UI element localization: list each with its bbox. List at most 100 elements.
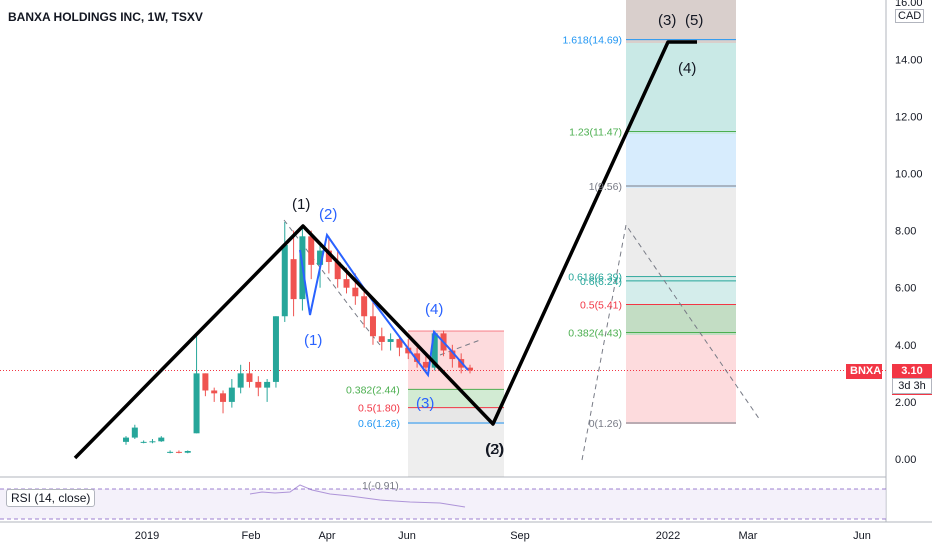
wave-label: (3) bbox=[658, 12, 676, 29]
fib-ext-zone-blue bbox=[626, 134, 736, 188]
black-wave-line bbox=[73, 40, 697, 460]
candle-body bbox=[202, 373, 209, 391]
candle-body bbox=[361, 296, 368, 317]
y-tick-label: 16.00 bbox=[895, 0, 923, 9]
candle-body bbox=[352, 287, 359, 297]
symbol-text: BNXA bbox=[850, 365, 882, 377]
rsi-band bbox=[0, 489, 886, 519]
fib-label: 1(-0.91) bbox=[362, 480, 399, 492]
candle-body bbox=[211, 390, 218, 394]
candle-body bbox=[405, 347, 412, 354]
wave-label: (4) bbox=[678, 60, 696, 77]
fib-ext-label: 0.6(6.24) bbox=[580, 276, 622, 288]
projection-dashed bbox=[581, 223, 761, 461]
candle-body bbox=[193, 373, 200, 434]
wave-label: (4) bbox=[425, 301, 443, 318]
price-axis[interactable]: 0.00 2.00 4.00 6.00 8.00 10.00 12.00 14.00 16.00 bbox=[895, 0, 923, 466]
wave-channel-dashed bbox=[283, 219, 381, 346]
candle-body bbox=[255, 381, 262, 388]
candle-body bbox=[264, 381, 271, 388]
x-tick-label: Jun bbox=[853, 530, 871, 542]
chart-title: BANXA HOLDINGS INC, 1W, TSXV bbox=[8, 10, 203, 24]
x-tick-label: Apr bbox=[318, 530, 335, 542]
fib-extension-labels: 1.618(14.69) 1.23(11.47) 1(9.56) 0.618(6.39… bbox=[562, 35, 622, 430]
y-tick-label: 4.00 bbox=[895, 340, 916, 352]
candle-body bbox=[290, 259, 297, 300]
fib-box-gray2 bbox=[408, 424, 504, 477]
bar-countdown: 3d 3h bbox=[892, 378, 932, 394]
candle-body bbox=[449, 350, 456, 360]
x-tick-label: 2019 bbox=[135, 530, 159, 542]
rsi-legend[interactable]: RSI (14, close) bbox=[6, 489, 96, 507]
candle-body bbox=[422, 361, 429, 368]
x-tick-label: Feb bbox=[242, 530, 261, 542]
wave-label: (5) bbox=[685, 12, 703, 29]
blue-wave-line bbox=[299, 232, 469, 378]
y-tick-label: 14.00 bbox=[895, 54, 923, 66]
x-tick-label: Jun bbox=[398, 530, 416, 542]
candle-body bbox=[281, 244, 288, 317]
fib-label: 0.5(1.80) bbox=[358, 403, 400, 415]
y-tick-label: 0.00 bbox=[895, 454, 916, 466]
candle-body bbox=[396, 339, 403, 348]
fib-ext-label: 0.382(4.43) bbox=[568, 328, 622, 340]
symbol-tag: BNXA bbox=[846, 364, 882, 379]
fib-ext-label: 0(1.26) bbox=[589, 418, 622, 430]
candle-body bbox=[369, 316, 376, 337]
rsi-line bbox=[249, 484, 466, 508]
time-axis[interactable]: 2019 Feb Apr Jun Sep 2022 Mar Jun bbox=[135, 530, 871, 542]
x-tick-label: Sep bbox=[510, 530, 530, 542]
fib-ext-zone-top bbox=[626, 0, 736, 43]
candle-body bbox=[158, 437, 165, 442]
wave-channel-dashed bbox=[439, 339, 481, 356]
candle-body bbox=[317, 250, 324, 265]
candle-body bbox=[246, 373, 253, 382]
fib-ext-label: 1(9.56) bbox=[589, 181, 622, 193]
y-tick-label: 2.00 bbox=[895, 397, 916, 409]
fib-ext-label: 0.5(5.41) bbox=[580, 300, 622, 312]
x-tick-label: 2022 bbox=[656, 530, 680, 542]
last-price-tag: 3.10 3d 3h bbox=[892, 364, 932, 395]
candle-body bbox=[184, 451, 191, 453]
fib-ext-label: 0.618(6.39) bbox=[568, 272, 622, 284]
candle-body bbox=[378, 336, 385, 342]
y-tick-label: 12.00 bbox=[895, 111, 923, 123]
candle-body bbox=[467, 367, 473, 371]
candle-body bbox=[414, 353, 421, 362]
candle-body bbox=[175, 451, 182, 453]
fib-label: 0.6(1.26) bbox=[358, 418, 400, 430]
fib-ext-label: 1.23(11.47) bbox=[569, 127, 622, 139]
y-tick-label: 6.00 bbox=[895, 283, 916, 295]
candle-body bbox=[387, 339, 394, 342]
candle-body bbox=[272, 316, 279, 382]
y-tick-label: 10.00 bbox=[895, 169, 923, 181]
fib-ext-zone-red bbox=[626, 335, 736, 424]
candle-body bbox=[131, 427, 138, 438]
wave-label: (3) bbox=[486, 441, 504, 458]
wave-label: (1) bbox=[304, 332, 322, 349]
candle-body bbox=[431, 333, 438, 368]
wave-label: (2) bbox=[485, 441, 503, 458]
candle-body bbox=[325, 250, 332, 263]
candle-body bbox=[149, 441, 156, 443]
candle-body bbox=[167, 451, 174, 453]
last-price-value: 3.10 bbox=[901, 365, 923, 377]
fib-ext-label: 1.618(14.69) bbox=[562, 35, 622, 47]
fib-ext-zone-gray bbox=[626, 188, 736, 278]
candle-body bbox=[237, 373, 244, 388]
fib-ext-zone-teal bbox=[626, 43, 736, 134]
candle-body bbox=[308, 236, 315, 265]
x-tick-label: Mar bbox=[739, 530, 758, 542]
candle-body bbox=[140, 441, 147, 443]
candle-body bbox=[343, 279, 350, 288]
wave-label: (3) bbox=[416, 395, 434, 412]
y-tick-label: 8.00 bbox=[895, 226, 916, 238]
wave-label: (1) bbox=[292, 196, 310, 213]
candle-body bbox=[228, 387, 235, 402]
candle-body bbox=[220, 393, 227, 402]
fib-box-top bbox=[408, 331, 504, 390]
fib-label: 0.382(2.44) bbox=[346, 384, 400, 396]
currency-label[interactable]: CAD bbox=[895, 9, 925, 23]
fib-box-green bbox=[408, 390, 504, 408]
